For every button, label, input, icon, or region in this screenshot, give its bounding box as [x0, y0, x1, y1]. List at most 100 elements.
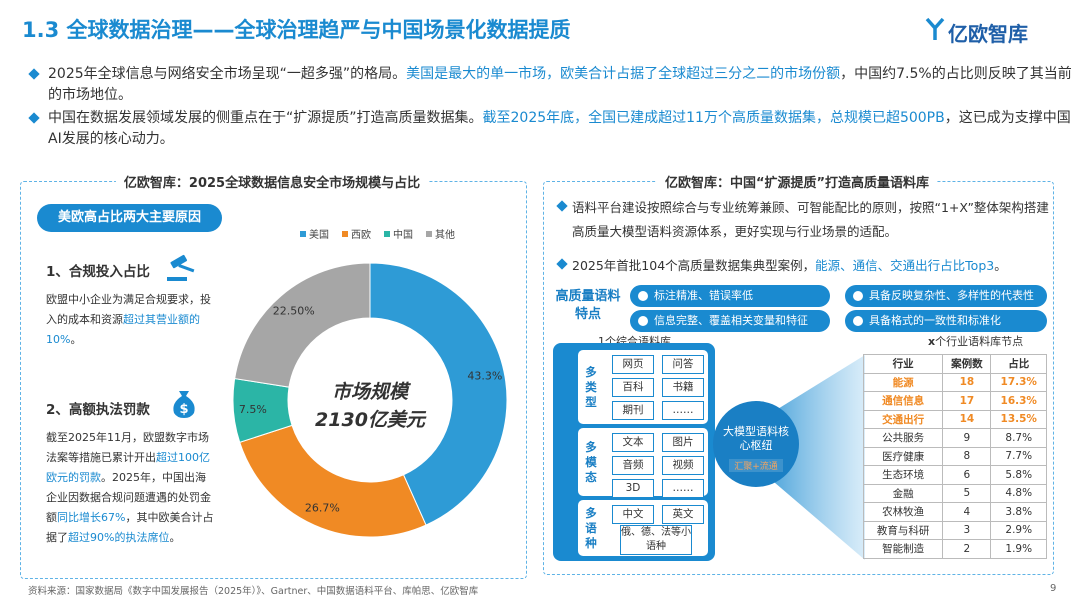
text-run: 。2025年，中国出海企业因数据合规问题遭遇的处罚金额	[46, 471, 211, 524]
table-row: 能源 18 17.3%	[862, 372, 1047, 392]
header-cell: 占比	[990, 354, 1047, 374]
text-run: 超过100亿欧元的罚款	[46, 451, 210, 484]
bullet: 中国在数据发展领域发展的侧重点在于“扩源提质”打造高质量数据集。截至2025年底…	[28, 108, 1078, 150]
text-run: 超过其营业额的10%	[46, 313, 200, 346]
table-cell: 2.9%	[990, 520, 1047, 540]
donut-chart: 美国 西欧 中国 其他 43.3% 26.7% 7.5% 22.50% 市场规模 2130亿美元	[232, 228, 508, 538]
caption-x: x	[928, 335, 936, 348]
header-cell: 案例数	[942, 354, 992, 374]
table-cell: 6	[942, 465, 992, 485]
table-cell: 农林牧渔	[862, 502, 944, 522]
table-cell: 4	[942, 502, 992, 522]
bullet: 2025年首批104个高质量数据集典型案例，能源、通信、交通出行占比Top3。	[556, 254, 1052, 278]
group-item: 音频	[612, 456, 654, 475]
table-row: 公共服务 9 8.7%	[862, 428, 1047, 448]
donut-slice	[239, 424, 427, 538]
hub-sub: 汇聚+流通	[729, 459, 783, 472]
value-label: 43.3%	[467, 369, 502, 382]
group-item: 期刊	[612, 401, 654, 420]
hub: 大模型语料核心枢纽 汇聚+流通	[713, 401, 799, 487]
table-cell: 5	[942, 483, 992, 503]
table-cell: 3.8%	[990, 502, 1047, 522]
slide-title: 1.3 全球数据治理——全球治理趋严与中国场景化数据提质	[22, 18, 571, 42]
legend-label: 其他	[435, 228, 455, 241]
table-cell: 能源	[862, 372, 944, 392]
legend-label: 中国	[393, 228, 413, 241]
feature-pill: 标注精准、错误率低	[630, 285, 830, 307]
badge: 美欧高占比两大主要原因	[37, 204, 222, 232]
legend-label: 美国	[309, 228, 329, 241]
table-cell: 3	[942, 520, 992, 540]
text-run: 中国在数据发展领域发展的侧重点在于“扩源提质”打造高质量数据集。	[48, 110, 483, 126]
table-cell: 16.3%	[990, 391, 1047, 411]
group-item: ……	[662, 401, 704, 420]
legend-swatch	[426, 231, 432, 237]
table-cell: 7.7%	[990, 446, 1047, 466]
table-cell: 生态环境	[862, 465, 944, 485]
group-label: 多类型	[585, 364, 597, 409]
table-cell: 17	[942, 391, 992, 411]
gavel-icon	[167, 254, 195, 281]
legend-label: 西欧	[351, 229, 371, 241]
table-cell: 9	[942, 428, 992, 448]
text-run: 能源、通信、交通出行占比Top3	[815, 258, 995, 273]
svg-text:$: $	[179, 402, 188, 417]
table-cell: 5.8%	[990, 465, 1047, 485]
legend-swatch	[342, 231, 348, 237]
group-item: 网页	[612, 355, 654, 374]
donut-slice	[234, 262, 371, 388]
table-cell: 8	[942, 446, 992, 466]
table-row: 教育与科研 3 2.9%	[862, 520, 1047, 540]
group-item: 图片	[662, 433, 704, 452]
table-cell: 17.3%	[990, 372, 1047, 392]
group-item: 百科	[612, 378, 654, 397]
source: 资料来源：国家数据局《数字中国发展报告（2025年）》、Gartner、中国数据…	[28, 586, 479, 597]
text-run: 同比增长67%	[57, 511, 126, 524]
text-run: 超过90%的执法席位	[68, 531, 170, 544]
table-cell: 18	[942, 372, 992, 392]
text-run: 语料平台建设按照综合与专业统筹兼顾、可智能配比的原则，按照“1+X”整体架构搭建…	[572, 200, 1049, 239]
industry-table: 行业 案例数 占比 能源 18 17.3% 通信信息 17 16.3% 交通出行 14 13.5% 公共…	[862, 354, 1047, 559]
table-cell: 2	[942, 539, 992, 559]
donut-slice	[369, 262, 508, 526]
table-cell: 金融	[862, 483, 944, 503]
table-row: 金融 5 4.8%	[862, 483, 1047, 503]
center-label: 市场规模	[332, 381, 412, 403]
reason-heading: 1、合规投入占比	[46, 264, 150, 280]
table-cell: 通信信息	[862, 391, 944, 411]
text-run: ，其中欧美合计占据了	[46, 511, 214, 544]
text-run: 截至2025年底，全国已建成超过11万个高质量数据集，总规模已超500PB	[482, 110, 945, 126]
table-cell: 教育与科研	[862, 520, 944, 540]
group-item: 书籍	[662, 378, 704, 397]
table-cell: 1.9%	[990, 539, 1047, 559]
text-run: ，中国约7.5%的占比则反映了其当前的市场地位。	[48, 66, 1072, 103]
feature-pill: 具备格式的一致性和标准化	[845, 310, 1047, 332]
page-number: 9	[1050, 583, 1057, 594]
text-run: 。	[994, 258, 1007, 273]
text-run: 截至2025年11月，欧盟数字市场法案等措施已累计开出	[46, 431, 209, 464]
table-header: 行业 案例数 占比	[862, 354, 1047, 374]
group-item: 文本	[612, 433, 654, 452]
text-run: 欧盟中小企业为满足合规要求，投入的成本和资源	[46, 293, 211, 326]
panel-title: 亿欧智库：2025全球数据信息安全市场规模与占比	[115, 172, 429, 191]
table-cell: 14	[942, 409, 992, 429]
reason-text: 欧盟中小企业为满足合规要求，投入的成本和资源超过其营业额的10%。	[46, 290, 214, 350]
text-run: 2025年首批104个高质量数据集典型案例，	[572, 258, 816, 273]
legend-swatch	[384, 231, 390, 237]
table-row: 智能制造 2 1.9%	[862, 539, 1047, 559]
table-row: 医疗健康 8 7.7%	[862, 446, 1047, 466]
legend-swatch	[300, 231, 306, 237]
bullet: 2025年全球信息与网络安全市场呈现“一超多强”的格局。美国是最大的单一市场，欧…	[28, 64, 1078, 106]
text-run: 。	[70, 333, 82, 346]
text-run: 。	[169, 531, 181, 544]
group-label: 多模态	[585, 439, 597, 484]
features-label: 高质量语料特点	[555, 289, 621, 322]
group-item: 3D	[612, 479, 654, 498]
text-run: 美国是最大的单一市场，欧美合计占据了全球超过三分之二的市场份额	[406, 66, 841, 82]
table-cell: 公共服务	[862, 428, 944, 448]
table-row: 农林牧渔 4 3.8%	[862, 502, 1047, 522]
table-row: 生态环境 6 5.8%	[862, 465, 1047, 485]
group-item: 俄、德、法等小语种	[620, 525, 692, 555]
group-label: 多语种	[585, 505, 597, 550]
caption: x个行业语料库节点	[928, 333, 1023, 349]
